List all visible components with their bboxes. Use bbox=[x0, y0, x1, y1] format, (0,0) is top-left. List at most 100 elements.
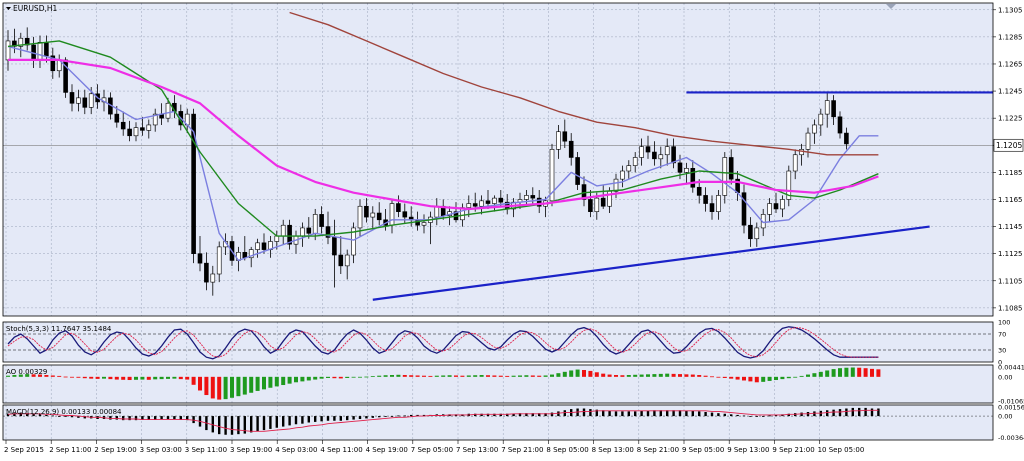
ao-bar bbox=[479, 375, 484, 377]
ao-bar bbox=[697, 375, 702, 377]
ao-bar bbox=[562, 371, 567, 377]
candle-body bbox=[312, 214, 318, 234]
macd-bar bbox=[224, 416, 227, 435]
ao-bar bbox=[121, 376, 126, 380]
macd-bar bbox=[275, 416, 278, 428]
current-price-marker: 1.1205 bbox=[993, 138, 1024, 152]
ao-bar bbox=[454, 375, 458, 377]
candle bbox=[466, 195, 472, 218]
ao-bar bbox=[140, 376, 145, 380]
candle bbox=[165, 97, 171, 123]
macd-bar bbox=[365, 416, 368, 419]
x-tick-label: 3 Sep 11:00 bbox=[185, 446, 227, 454]
macd-bar bbox=[38, 414, 42, 417]
macd-bar bbox=[858, 407, 861, 417]
y-tick-label: 1.1105 bbox=[998, 277, 1023, 285]
y-tick-label: 1.1245 bbox=[998, 88, 1023, 96]
ao-bar bbox=[313, 376, 318, 380]
candle-body bbox=[472, 203, 478, 207]
macd-bar bbox=[403, 415, 406, 417]
scroll-marker-icon[interactable] bbox=[886, 4, 896, 9]
ao-bar bbox=[543, 375, 548, 377]
macd-bar bbox=[678, 410, 682, 417]
ao-bar bbox=[255, 376, 260, 391]
ao-bar bbox=[153, 376, 158, 380]
ao-bar bbox=[114, 376, 119, 380]
candle-body bbox=[824, 100, 830, 115]
candle-body bbox=[767, 203, 772, 215]
ao-bar bbox=[44, 375, 49, 377]
candle bbox=[364, 198, 369, 223]
candle-body bbox=[690, 168, 696, 188]
candle-body bbox=[498, 197, 504, 203]
ao-bar bbox=[761, 376, 766, 382]
candle bbox=[82, 89, 88, 115]
stochastic-panel[interactable] bbox=[3, 322, 993, 362]
candle-body bbox=[338, 254, 344, 267]
ao-bar bbox=[601, 373, 606, 377]
candle-body bbox=[645, 146, 651, 153]
candle-body bbox=[677, 162, 683, 173]
ao-bar bbox=[351, 376, 356, 378]
candle-body bbox=[575, 157, 580, 185]
candle bbox=[837, 111, 843, 139]
ao-bar bbox=[178, 376, 183, 380]
candle bbox=[197, 236, 203, 272]
macd-y-label: 0.00156 bbox=[998, 403, 1024, 411]
price-series bbox=[5, 11, 993, 301]
macd-bar bbox=[288, 416, 291, 426]
chevron-down-icon[interactable] bbox=[6, 7, 11, 10]
candle-body bbox=[140, 127, 145, 131]
symbol-header[interactable]: EURUSD,H1 bbox=[6, 4, 57, 13]
ao-bar bbox=[870, 368, 874, 377]
ao-bar bbox=[646, 374, 650, 377]
macd-bar bbox=[128, 416, 131, 421]
candle bbox=[748, 217, 753, 247]
candle bbox=[492, 195, 497, 212]
candle bbox=[344, 249, 350, 280]
candle bbox=[792, 149, 798, 180]
candle-body bbox=[287, 224, 292, 245]
x-tick-label: 2 Sep 19:00 bbox=[94, 446, 136, 454]
candle-body bbox=[351, 227, 356, 256]
macd-bar bbox=[557, 411, 560, 417]
macd-bar bbox=[173, 416, 176, 419]
macd-bar bbox=[371, 416, 374, 418]
macd-panel[interactable] bbox=[3, 405, 993, 440]
candle-body bbox=[780, 199, 785, 210]
ao-bar bbox=[409, 375, 414, 377]
ao-bar bbox=[294, 376, 298, 383]
moving-average-line-3 bbox=[289, 11, 879, 156]
candle bbox=[325, 211, 331, 245]
macd-bar bbox=[685, 410, 688, 417]
ao-bar bbox=[530, 375, 535, 377]
y-tick-label: 1.1285 bbox=[998, 33, 1023, 41]
candle bbox=[562, 119, 568, 148]
macd-bar bbox=[749, 416, 752, 417]
ao-bar bbox=[735, 376, 740, 380]
ao-bar bbox=[812, 373, 817, 377]
macd-bar bbox=[262, 416, 266, 431]
y-tick-label: 1.1165 bbox=[998, 196, 1023, 204]
macd-bar bbox=[813, 411, 816, 417]
ao-bar bbox=[742, 376, 746, 381]
macd-bar bbox=[154, 416, 157, 420]
ao-bar bbox=[89, 376, 94, 379]
macd-bar bbox=[627, 411, 630, 417]
ao-bar bbox=[473, 375, 478, 377]
ao-bar bbox=[793, 376, 798, 378]
candle-body bbox=[114, 113, 120, 123]
candle-body bbox=[133, 127, 139, 137]
main-panel[interactable] bbox=[3, 3, 993, 316]
macd-bar bbox=[877, 408, 880, 417]
candle bbox=[287, 219, 292, 250]
macd-bar bbox=[58, 416, 61, 417]
x-tick-label: 2 Sep 11:00 bbox=[49, 446, 91, 454]
candle-body bbox=[658, 154, 664, 160]
ao-bar bbox=[108, 376, 113, 380]
macd-bar bbox=[307, 416, 310, 423]
macd-bar bbox=[320, 416, 323, 422]
ao-bar bbox=[518, 375, 522, 377]
